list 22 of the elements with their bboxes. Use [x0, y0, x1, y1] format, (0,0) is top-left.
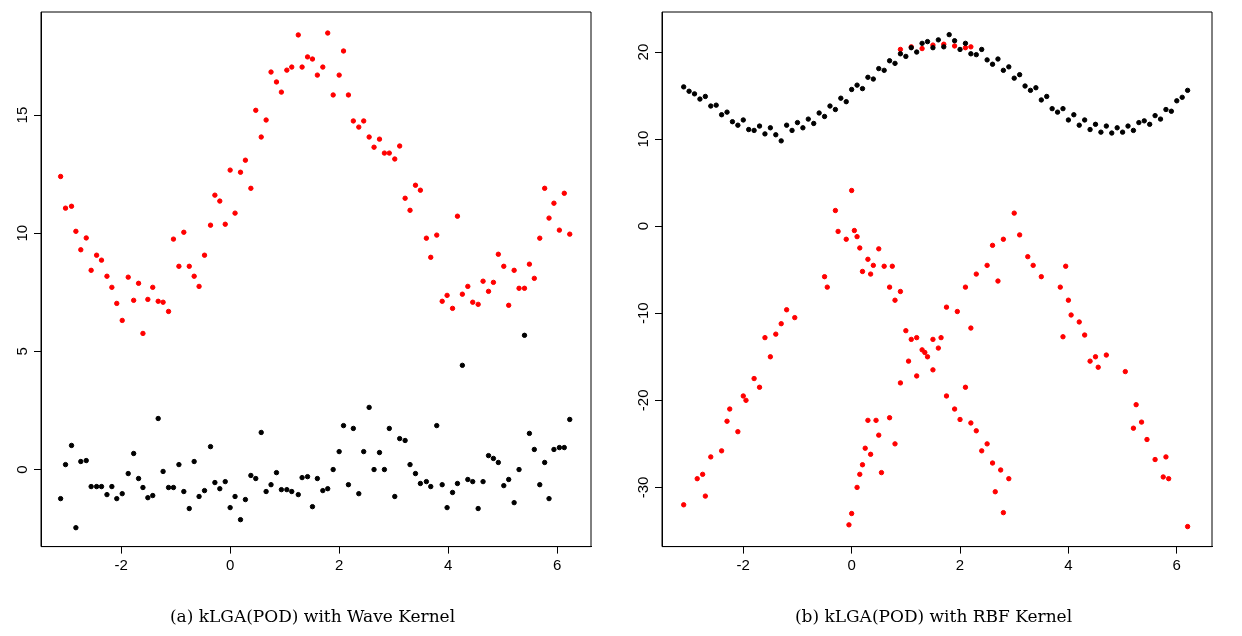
y-tick-label: 5	[12, 347, 30, 356]
x-tick-label: 0	[225, 555, 235, 573]
x-tick-label: 2	[955, 555, 965, 573]
y-tick-label: 15	[12, 106, 30, 124]
y-tick-label: -30	[633, 476, 651, 499]
x-tick-label: -2	[114, 555, 128, 573]
x-tick-label: 4	[1064, 555, 1073, 573]
y-tick-label: -10	[633, 302, 651, 325]
text: (b) kLGA(POD) with RBF Kernel	[794, 606, 1073, 627]
y-tick-label: 0	[12, 465, 30, 474]
x-tick-label: 2	[334, 555, 344, 573]
x-tick-label: 6	[553, 555, 562, 573]
y-tick-label: 20	[633, 43, 651, 61]
y-tick-label: 10	[633, 130, 651, 148]
x-tick-label: 4	[444, 555, 453, 573]
text: (a) kLGA(POD) with Wave Kernel	[169, 606, 456, 627]
x-tick-label: 0	[847, 555, 856, 573]
x-tick-label: 6	[1172, 555, 1181, 573]
y-tick-label: -20	[633, 389, 651, 412]
y-tick-label: 10	[12, 224, 30, 242]
x-tick-label: -2	[736, 555, 750, 573]
y-tick-label: 0	[633, 222, 651, 231]
